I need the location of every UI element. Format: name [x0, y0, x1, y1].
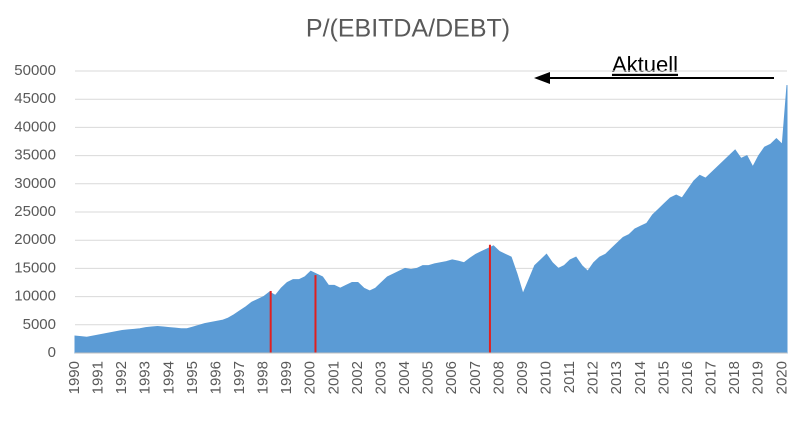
y-tick-label: 35000 [14, 147, 56, 164]
x-tick-label: 2000 [302, 361, 319, 394]
x-tick-label: 2005 [420, 361, 437, 394]
annotation: Aktuell [612, 52, 678, 77]
y-tick-label: 5000 [23, 316, 56, 333]
y-tick-label: 40000 [14, 118, 56, 135]
x-tick-label: 2011 [561, 361, 578, 393]
area [74, 85, 788, 354]
arrow-head [534, 72, 550, 84]
chart-title: P/(EBITDA/DEBT) [306, 15, 510, 43]
x-tick-label: 2014 [632, 361, 649, 394]
x-tick-label: 2020 [773, 361, 788, 394]
x-tick-label: 1998 [255, 361, 272, 394]
x-tick-label: 1990 [66, 361, 83, 394]
x-tick-label: 1996 [207, 361, 224, 394]
y-tick-label: 0 [48, 344, 56, 361]
x-tick-label: 2019 [750, 361, 767, 394]
x-tick-label: 2012 [585, 361, 602, 394]
y-tick-label: 15000 [14, 259, 56, 276]
x-tick-label: 2013 [608, 361, 625, 394]
x-tick-label: 1994 [160, 361, 177, 394]
x-tick-label: 2016 [679, 361, 696, 394]
y-tick-label: 50000 [14, 62, 56, 79]
y-tick-label: 25000 [14, 203, 56, 220]
x-tick-label: 2018 [726, 361, 743, 394]
x-tick-label: 1999 [278, 361, 295, 394]
x-tick-label: 1995 [184, 361, 201, 394]
x-tick-label: 2002 [349, 361, 366, 394]
x-tick-label: 2015 [655, 361, 672, 394]
x-tick-label: 1992 [113, 361, 130, 394]
x-tick-label: 2004 [396, 361, 413, 394]
x-tick-label: 2006 [443, 361, 460, 394]
x-tick-label: 2001 [325, 361, 342, 394]
x-tick-label: 2007 [467, 361, 484, 394]
y-tick-label: 45000 [14, 90, 56, 107]
y-tick-label: 10000 [14, 288, 56, 305]
x-tick-label: 2010 [537, 361, 554, 394]
y-tick-label: 20000 [14, 231, 56, 248]
x-tick-label: 2009 [514, 361, 531, 394]
x-tick-label: 1993 [137, 361, 154, 394]
x-tick-label: 2017 [703, 361, 720, 394]
x-tick-label: 1997 [231, 361, 248, 394]
y-tick-label: 30000 [14, 175, 56, 192]
x-tick-label: 2003 [372, 361, 389, 394]
x-tick-label: 2008 [490, 361, 507, 394]
x-tick-label: 1991 [90, 361, 107, 394]
